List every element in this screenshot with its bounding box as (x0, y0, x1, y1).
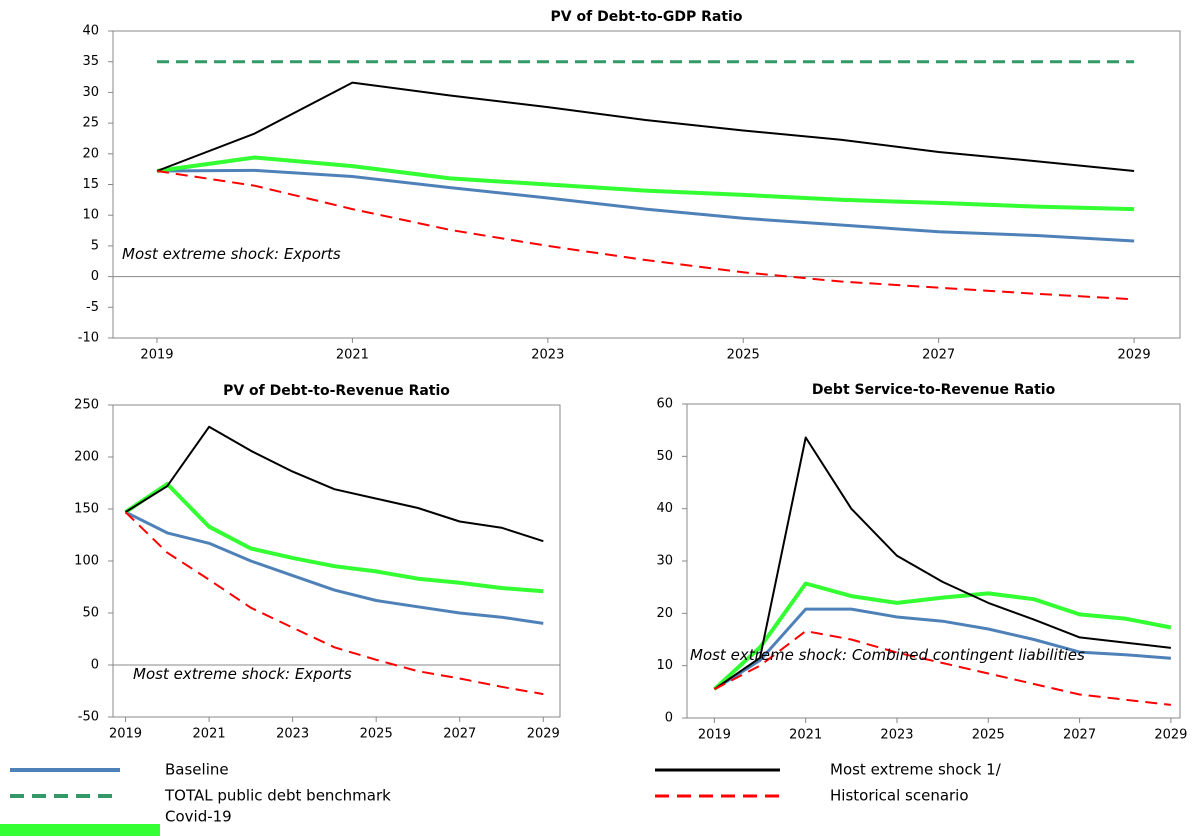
y-tick-label: 250 (74, 398, 99, 413)
series-line: Baseline (156, 168, 1135, 243)
y-tick-label: 100 (74, 554, 99, 569)
x-tick-label: 2019 (109, 727, 142, 742)
series-line: Covid-19 (713, 581, 1172, 691)
x-tick-label: 2027 (443, 727, 476, 742)
y-tick-label: 50 (82, 606, 99, 621)
legend-label: TOTAL public debt benchmark (164, 787, 391, 805)
y-tick-label: 50 (656, 449, 673, 464)
chart-title: PV of Debt-to-Revenue Ratio (223, 383, 450, 399)
x-tick-label: 2019 (698, 728, 731, 743)
x-tick-label: 2023 (880, 728, 913, 743)
annotation: Most extreme shock: Combined contingent … (690, 646, 1085, 664)
y-tick-label: 30 (656, 554, 673, 569)
x-tick-label: 2025 (360, 727, 393, 742)
y-tick-label: 15 (82, 177, 99, 192)
y-tick-label: 60 (656, 397, 673, 412)
y-tick-label: 40 (82, 24, 99, 39)
chart-title: Debt Service-to-Revenue Ratio (812, 382, 1056, 398)
series-line: Most extreme shock 1/ (156, 81, 1135, 172)
annotation: Most extreme shock: Exports (122, 245, 341, 263)
series-line: Covid-19 (156, 155, 1135, 212)
series-line: Historical scenario (124, 511, 544, 696)
legend-label: Covid-19 (165, 808, 232, 826)
x-tick-label: 2029 (1118, 348, 1151, 363)
series-line: Baseline (124, 510, 544, 625)
annotation: Most extreme shock: Exports (133, 665, 352, 683)
legend-label: Historical scenario (830, 787, 969, 805)
y-tick-label: 40 (656, 501, 673, 516)
x-tick-label: 2029 (1154, 728, 1187, 743)
y-tick-label: 0 (91, 269, 99, 284)
y-tick-label: 150 (74, 502, 99, 517)
series-line: Most extreme shock 1/ (713, 436, 1172, 691)
series-line: Covid-19 (124, 482, 544, 594)
y-tick-label: 20 (82, 146, 99, 161)
y-tick-label: 25 (82, 116, 99, 131)
legend-label: Baseline (165, 761, 229, 779)
x-tick-label: 2021 (193, 727, 226, 742)
y-tick-label: 0 (665, 711, 673, 726)
y-tick-label: 20 (656, 606, 673, 621)
y-tick-label: 200 (74, 450, 99, 465)
y-tick-label: 10 (656, 658, 673, 673)
series-line: Baseline (713, 607, 1172, 691)
y-tick-label: 5 (91, 238, 99, 253)
series-line: Historical scenario (713, 630, 1172, 706)
x-tick-label: 2025 (727, 348, 760, 363)
annotation-box: Most extreme shock: Combined contingent … (690, 646, 1085, 664)
chart-title: PV of Debt-to-GDP Ratio (551, 9, 743, 25)
x-tick-label: 2025 (972, 728, 1005, 743)
series-line: Historical scenario (156, 170, 1135, 301)
y-tick-label: 35 (82, 54, 99, 69)
annotation-box: Most extreme shock: Exports (133, 665, 352, 683)
x-tick-label: 2023 (531, 348, 564, 363)
y-tick-label: -10 (78, 331, 99, 346)
series-line: Most extreme shock 1/ (124, 425, 544, 543)
x-tick-label: 2023 (276, 727, 309, 742)
legend-label: Most extreme shock 1/ (830, 761, 1002, 779)
y-tick-label: 0 (91, 658, 99, 673)
y-tick-label: -5 (86, 300, 99, 315)
annotation-box: Most extreme shock: Exports (122, 245, 341, 263)
y-tick-label: -50 (78, 710, 99, 725)
x-tick-label: 2027 (922, 348, 955, 363)
y-tick-label: 30 (82, 85, 99, 100)
y-tick-label: 10 (82, 208, 99, 223)
x-tick-label: 2021 (336, 348, 369, 363)
x-tick-label: 2019 (140, 348, 173, 363)
x-tick-label: 2027 (1063, 728, 1096, 743)
x-tick-label: 2021 (789, 728, 822, 743)
x-tick-label: 2029 (527, 727, 560, 742)
